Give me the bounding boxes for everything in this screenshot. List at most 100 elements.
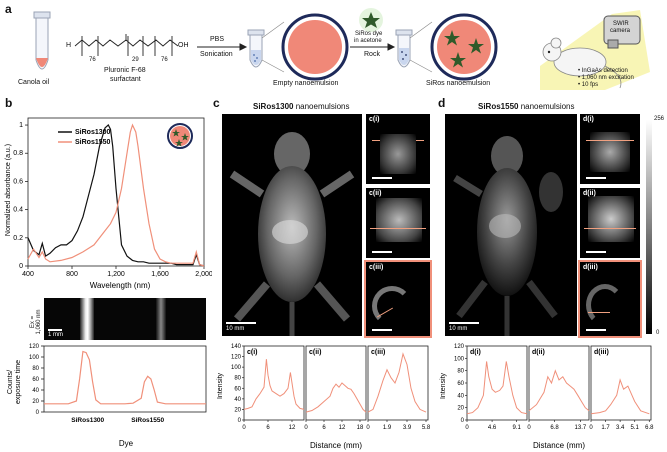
camera-line2: camera [610,28,631,34]
profile-ytick-label: 60 [234,386,241,392]
inset-di-scalebar [586,177,606,179]
panel-c-title-bold: SiRos1300 [253,102,294,111]
step1-top: PBS [210,36,225,43]
bullet-2: • 1,060 nm excitation [578,75,634,81]
profile-xtick-label: 6 [266,425,270,431]
inset-di-tag: d(i) [583,116,594,123]
profile-xtick-label: 3.4 [616,425,625,431]
tube-canola-icon [33,11,51,70]
counts-ytick-label: 80 [32,366,39,372]
arrow-icon [197,43,396,51]
absorbance-ytick-label: 0 [19,263,23,270]
strip-scalebar [48,329,62,331]
profile-ytick-label: 120 [454,344,465,350]
panel-label-c: c [213,96,220,110]
canola-oil-label: Canola oil [18,79,50,86]
inset-cii-image [376,198,422,242]
step1-bottom: Sonication [200,51,233,58]
inset-diii: d(iii) [578,260,642,338]
inset-diii-scalebar [586,329,606,331]
scalebar-c-text: 10 mm [226,326,245,332]
d-ylabel: Intensity [440,372,447,399]
profile-xtick-label: 6.8 [645,425,654,431]
inset-ciii-image [372,286,412,326]
profile-axes-c(iii) [367,345,429,421]
strip-scalebar-text: 1 mm [48,332,63,338]
siros-dye-icon [359,8,383,32]
counts-ytick-label: 40 [32,388,39,394]
colorbar [646,120,652,334]
inset-droplet-icon [167,123,193,149]
legend: SiRos1300 SiRos1550 [58,129,111,146]
emission-band-siros1300 [80,298,94,340]
profile-xtick-label: 9.1 [512,425,521,431]
profile-ytick-label: 60 [457,381,464,387]
counts-ytick-label: 60 [32,377,39,383]
profile-xtick-label: 12 [289,425,296,431]
profile-tag: c(iii) [371,349,385,356]
counts-ylabel-line1: Counts/ [7,370,14,394]
profile-line-di [586,140,634,141]
profile-series-d(i) [466,361,528,415]
counts-ytick-label: 100 [29,355,40,361]
counts-ytick-label: 0 [36,410,40,416]
profile-axes-c(ii) [305,345,367,421]
profile-tag: c(ii) [309,349,321,356]
profile-ytick-label: 20 [457,406,464,412]
profile-axes-d(ii) [528,345,590,421]
profile-series-d(ii) [528,369,590,412]
surfactant-name: Pluronic F-68 [104,67,146,74]
empty-droplet-icon [281,13,349,81]
inset-ci-scalebar [372,177,392,179]
profile-xtick-label: 0 [304,425,308,431]
legend-siros1550: SiRos1550 [75,139,111,146]
profile-ytick-label: 100 [231,365,242,371]
profile-tag: d(i) [470,349,481,356]
scalebar-d [449,322,479,324]
inset-diii-tag: d(iii) [583,264,598,271]
absorbance-xtick-label: 800 [66,271,78,278]
profile-ytick-label: 140 [231,344,242,350]
panel-d-title-bold: SiRos1550 [478,102,519,111]
inset-dii-tag: d(ii) [583,190,596,197]
profile-xtick-label: 5.1 [631,425,640,431]
profile-xtick-label: 4.6 [488,425,497,431]
panel-c-title-rest: nanoemulsions [293,102,350,111]
absorbance-ylabel: Normalized absorbance (a.u.) [5,144,12,236]
colorbar-bottom: 0 [656,330,660,336]
scalebar-d-text: 10 mm [449,326,468,332]
profile-ytick-label: 40 [234,397,241,403]
inset-ciii: c(iii) [364,260,432,338]
mouse-silhouette-d [453,136,563,336]
mouse-silhouette-c [229,132,355,336]
profile-line-cii [370,228,426,229]
profile-xtick-label: 13.7 [575,425,587,431]
inset-ciii-tag: c(iii) [369,264,384,271]
profile-xtick-label: 0 [589,425,593,431]
absorbance-ytick-label: 0.6 [13,178,23,185]
panel-label-b: b [5,96,13,110]
chem-n3: 76 [161,57,168,63]
inset-cii: c(ii) [366,188,430,258]
inset-cii-tag: c(ii) [369,190,382,197]
profile-xtick-label: 6.8 [550,425,559,431]
c-ylabel: Intensity [217,372,224,399]
dye-line2: in acetone [354,38,382,44]
bullet-3: • 10 fps [578,82,599,88]
inset-diii-image [586,284,624,326]
profile-xtick-label: 0 [465,425,469,431]
absorbance-series-siros1300 [27,124,205,267]
inset-cii-scalebar [372,251,392,253]
counts-ytick-label: 20 [32,399,39,405]
dye-line1: SiRos dye [355,31,383,37]
inset-ci-image [380,134,416,174]
inset-ci-tag: c(i) [369,116,380,123]
inset-ciii-scalebar [372,329,392,331]
siros-label: SiRos nanoemulsion [426,80,491,87]
absorbance-series-siros1550 [27,123,205,267]
inset-di-image [590,132,630,172]
profile-tag: c(i) [247,349,258,356]
emission-band-siros1550 [156,298,166,340]
absorbance-ytick-label: 0.2 [13,235,23,242]
